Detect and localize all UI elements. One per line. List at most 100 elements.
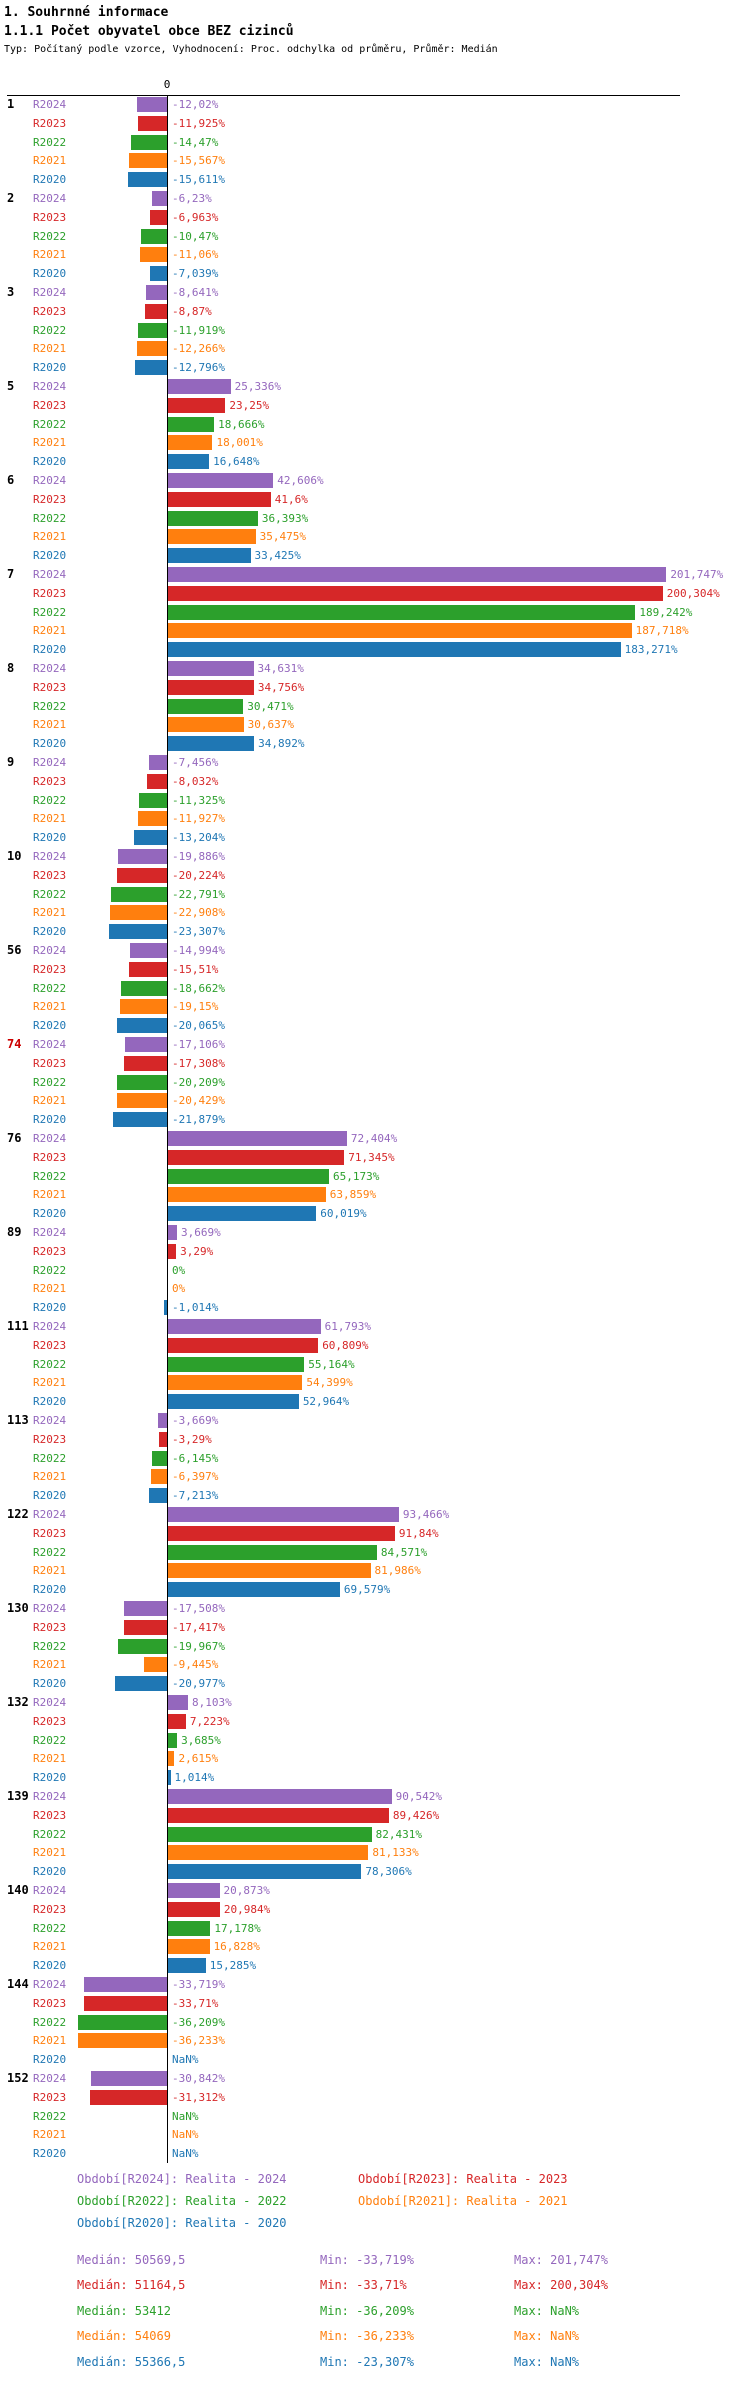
bar-value-label: -15,51% [172, 962, 219, 976]
legend-item: Období[R2022]: Realita - 2022 [77, 2194, 287, 2208]
bar [168, 1130, 347, 1146]
series-year-label: R2021 [33, 530, 67, 544]
stat-min: Min: -36,209% [320, 2303, 414, 2318]
group-label: 1 [7, 97, 15, 111]
series-year-label: R2023 [33, 680, 67, 694]
axis-top-line [7, 95, 680, 96]
bar-value-label: -20,065% [172, 1019, 225, 1033]
bar-value-label: -8,641% [172, 285, 219, 299]
bar [168, 529, 256, 545]
group-label: 132 [7, 1695, 29, 1709]
series-year-label: R2024 [33, 379, 67, 393]
series-year-label: R2024 [33, 1977, 67, 1991]
series-year-label: R2020 [33, 2053, 67, 2067]
series-year-label: R2023 [33, 774, 67, 788]
bar-value-label: -11,925% [172, 116, 225, 130]
bar [90, 2070, 167, 2086]
bar [168, 604, 636, 620]
bar-value-label: 20,984% [223, 1902, 271, 1916]
series-year-label: R2020 [33, 1583, 67, 1597]
bar [129, 942, 167, 958]
bar-value-label: 93,466% [402, 1507, 450, 1521]
bar-value-label: 183,271% [624, 643, 678, 657]
bar-value-label: 81,986% [374, 1564, 421, 1578]
stat-min: Min: -33,719% [320, 2253, 414, 2267]
series-year-label: R2022 [33, 1545, 67, 1559]
series-year-label: R2022 [33, 605, 67, 619]
bar [147, 773, 167, 789]
series-year-label: R2022 [33, 229, 67, 243]
bar [148, 754, 167, 770]
bar-value-label: -6,145% [172, 1451, 219, 1465]
bar [117, 1074, 167, 1090]
series-year-label: R2021 [33, 2128, 67, 2142]
bar-value-label: -17,106% [172, 1037, 225, 1051]
bar-value-label: -15,611% [172, 173, 225, 187]
series-year-label: R2022 [33, 1169, 67, 1183]
bar-value-label: -17,508% [172, 1601, 225, 1615]
bar [168, 510, 258, 526]
series-year-label: R2024 [33, 1695, 67, 1709]
bar-value-label: NaN% [172, 2128, 199, 2142]
series-year-label: R2021 [33, 248, 67, 262]
bar-value-label: -17,308% [172, 1056, 225, 1070]
group-label: 6 [7, 473, 15, 487]
series-year-label: R2023 [33, 1902, 67, 1916]
bar [168, 1318, 321, 1334]
series-year-label: R2022 [33, 417, 67, 431]
bar [168, 1845, 369, 1861]
bar-value-label: 61,793% [324, 1319, 371, 1333]
axis-zero-line [167, 95, 168, 2163]
bar [115, 1676, 167, 1692]
series-year-label: R2023 [33, 210, 67, 224]
series-year-label: R2020 [33, 831, 67, 845]
report-subtitle: 1.1.1 Počet obyvatel obce BEZ cizinců [4, 24, 294, 39]
series-year-label: R2021 [33, 906, 67, 920]
group-label: 74 [7, 1037, 22, 1051]
series-year-label: R2024 [33, 97, 67, 111]
bar [168, 660, 254, 676]
series-year-label: R2020 [33, 1113, 67, 1127]
bar-value-label: -31,312% [172, 2090, 225, 2104]
bar-value-label: 20,873% [223, 1883, 270, 1897]
series-year-label: R2024 [33, 567, 67, 581]
series-year-label: R2021 [33, 1094, 67, 1108]
series-year-label: R2020 [33, 1959, 67, 1973]
bar-value-label: -6,23% [172, 191, 212, 205]
bar-value-label: 89,426% [392, 1808, 440, 1822]
series-year-label: R2024 [33, 1131, 67, 1145]
bar [168, 1375, 303, 1391]
bar [110, 905, 167, 921]
bar-value-label: -20,977% [172, 1677, 225, 1691]
bar-value-label: -21,879% [172, 1113, 225, 1127]
stat-max: Max: NaN% [514, 2303, 580, 2318]
bar-value-label: -13,204% [172, 831, 225, 845]
bar [168, 1694, 188, 1710]
series-year-label: R2020 [33, 1865, 67, 1879]
series-year-label: R2021 [33, 718, 67, 732]
bar [168, 1206, 317, 1222]
series-year-label: R2020 [33, 361, 67, 375]
group-label: 152 [7, 2071, 29, 2085]
bar-value-label: 41,6% [274, 492, 308, 506]
bar [168, 1864, 362, 1880]
bar [89, 2089, 167, 2105]
series-year-label: R2024 [33, 849, 67, 863]
bar [168, 1149, 345, 1165]
series-year-label: R2020 [33, 1207, 67, 1221]
series-year-label: R2021 [33, 2034, 67, 2048]
stat-median: Medián: 50569,5 [77, 2253, 186, 2267]
series-year-label: R2023 [33, 1996, 67, 2010]
bar [168, 491, 271, 507]
group-label: 5 [7, 379, 15, 393]
bar [124, 1055, 167, 1071]
bar-value-label: 16,648% [213, 455, 260, 469]
group-label: 144 [7, 1977, 29, 1991]
series-year-label: R2024 [33, 1413, 67, 1427]
bar-value-label: -19,967% [172, 1639, 225, 1653]
series-year-label: R2021 [33, 1188, 67, 1202]
series-year-label: R2024 [33, 1789, 67, 1803]
bar-value-label: 30,637% [247, 718, 295, 732]
group-label: 89 [7, 1225, 22, 1239]
bar [168, 454, 210, 470]
